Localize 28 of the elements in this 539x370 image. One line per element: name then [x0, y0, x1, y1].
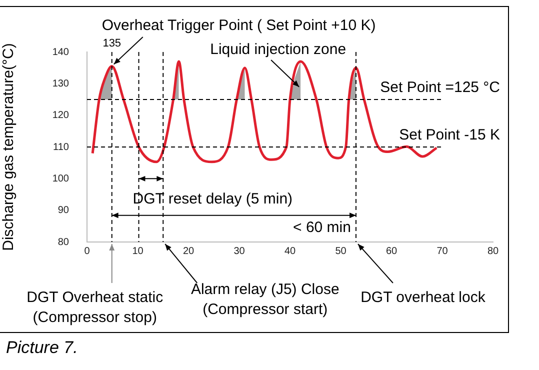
annotation: < 60 min [293, 218, 351, 236]
x-tick-label: 60 [386, 246, 398, 257]
text: Overheat Trigger Point ( Set Point +10 K) [102, 17, 376, 34]
y-tick-label: 110 [53, 142, 70, 153]
x-tick-label: 70 [436, 246, 448, 257]
text: Alarm relay (J5) Close (Compressor start) [190, 281, 340, 318]
y-tick-label: 100 [52, 173, 70, 184]
x-tick-label: 30 [234, 246, 246, 257]
text: Picture 7. [6, 338, 78, 358]
y-tick-label: 140 [52, 46, 70, 58]
x-tick-label: 80 [487, 246, 499, 257]
y-tick-label: 90 [58, 205, 70, 216]
y-tick-label: 120 [52, 110, 70, 122]
x-tick-label: 50 [335, 246, 347, 257]
text: DGT overheat lock [360, 289, 486, 306]
y-tick-label: 80 [58, 236, 70, 248]
annotation: DGT reset delay (5 min) [132, 190, 293, 208]
y-axis-title: Discharge gas temperature(°C) [0, 43, 18, 251]
annotation: 135 [102, 37, 122, 50]
x-tick-label: 10 [132, 246, 144, 257]
x-tick-label: 40 [284, 246, 296, 257]
annotation: Liquid injection zone [210, 41, 346, 58]
ref-line-label: Set Point =125 °C [380, 79, 500, 96]
y-tick-label: 130 [52, 78, 70, 90]
text: DGT Overheat static (Compressor stop) [26, 289, 164, 326]
ref-line-label: Set Point -15 K [399, 126, 500, 144]
x-tick-label: 20 [182, 246, 194, 257]
x-tick-label: 0 [84, 246, 90, 257]
